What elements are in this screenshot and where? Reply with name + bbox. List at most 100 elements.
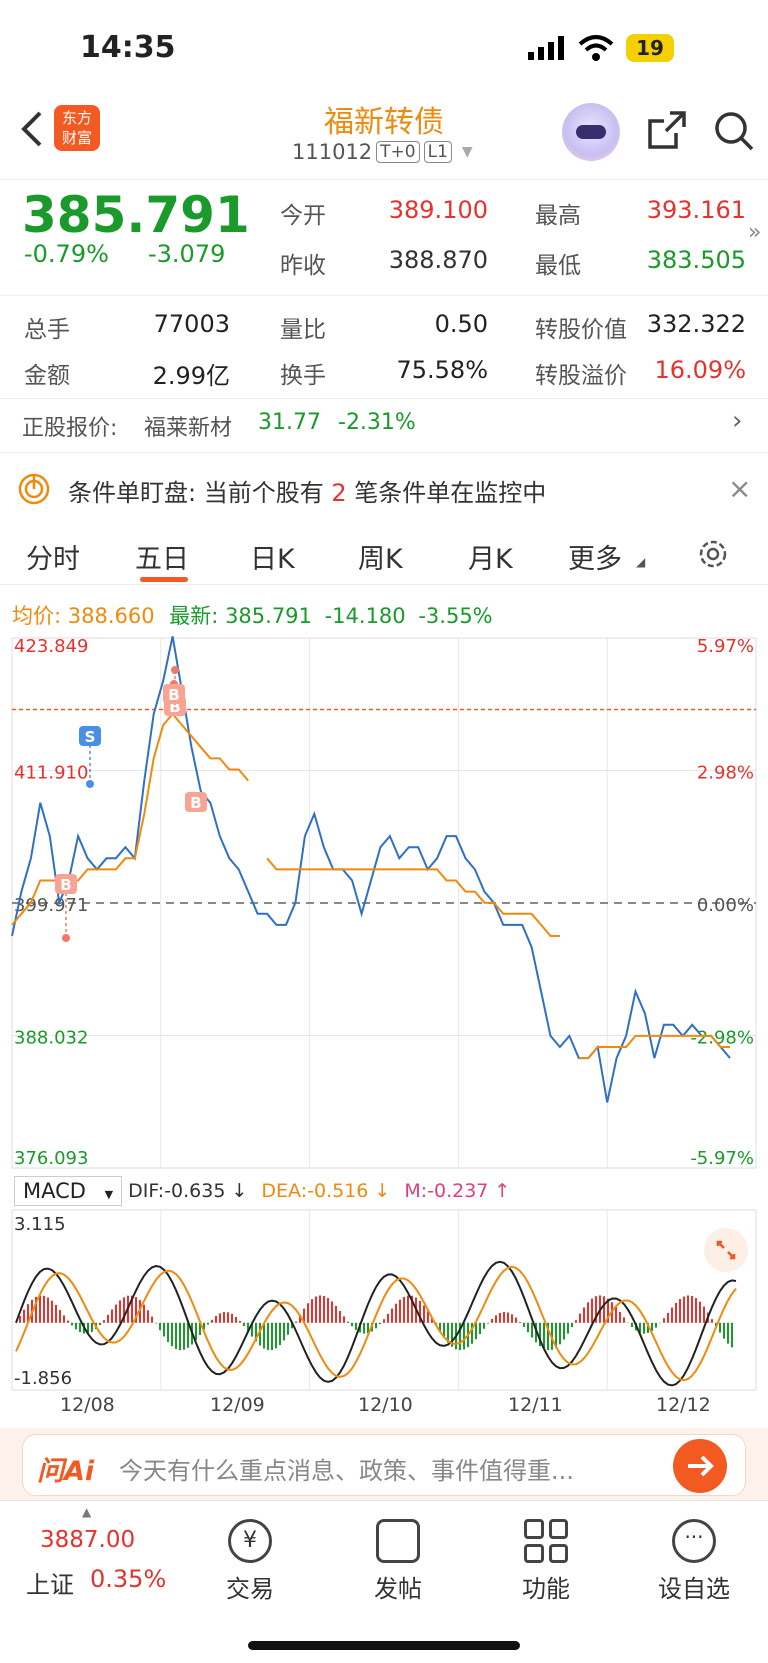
turnover-value: 75.58% [396, 356, 488, 384]
search-icon[interactable] [712, 109, 756, 153]
marker-dot [86, 780, 94, 788]
turnover-label: 换手 [280, 363, 326, 389]
quote-panel: 385.791 -0.79% -3.079 今开 389.100 最高 393.… [0, 182, 768, 292]
y-tick-left: 399.971 [14, 895, 88, 916]
share-icon[interactable] [646, 109, 688, 151]
caret-up-icon: ▲ [82, 1505, 92, 1519]
arrow-right-icon[interactable] [673, 1439, 727, 1493]
signal-icon [528, 36, 568, 60]
back-icon[interactable] [18, 109, 48, 149]
macd-tick-top: 3.115 [14, 1214, 66, 1235]
prev-close-label: 昨收 [280, 253, 326, 279]
y-tick-left: 388.032 [14, 1028, 88, 1049]
nav-post[interactable]: 发帖 [348, 1519, 448, 1604]
dea-line [15, 1265, 737, 1382]
volume-ratio-label: 量比 [280, 317, 326, 343]
ai-input[interactable]: 今天有什么重点消息、政策、事件值得重... [119, 1457, 574, 1485]
underlying-row[interactable]: 正股报价: 福莱新材 31.77 -2.31% › [0, 398, 768, 448]
close-icon[interactable]: × [728, 472, 752, 505]
volume-value: 77003 [153, 310, 230, 338]
edit-icon [376, 1519, 420, 1563]
latest-chg: -14.180 [324, 604, 406, 628]
x-label: 12/09 [210, 1394, 265, 1416]
code-row[interactable]: 111012 T+0 L1 ▼ [292, 140, 473, 164]
tab-five-day[interactable]: 五日 [135, 544, 189, 575]
tab-monthly-k[interactable]: 月K [468, 544, 513, 575]
condition-banner[interactable]: 条件单盯盘: 当前个股有 2 笔条件单在监控中 × [0, 454, 768, 524]
marker-label: B [169, 698, 180, 716]
avg-price-line [11, 712, 730, 1060]
latest-value: 385.791 [225, 604, 312, 628]
open-value: 389.100 [388, 196, 488, 224]
marker-badge [185, 792, 207, 812]
logo-text-2: 财富 [61, 129, 92, 147]
page-title: 福新转债 [324, 105, 444, 140]
dif-line [15, 1260, 737, 1387]
grid-icon [524, 1519, 568, 1563]
nav-watchlist-label: 设自选 [658, 1575, 730, 1603]
marker-label: S [85, 728, 96, 746]
status-time: 14:35 [80, 30, 176, 65]
high-label: 最高 [535, 203, 581, 229]
macd-dea: DEA:-0.516 ↓ [261, 1180, 391, 1202]
chevron-down-icon: ▼ [104, 1188, 114, 1201]
underlying-label: 正股报价: [22, 416, 118, 441]
ai-brand: 问Ai [37, 1456, 95, 1487]
status-bar: 14:35 19 [0, 0, 768, 100]
macd-frame [11, 1209, 757, 1391]
battery-icon: 19 [626, 34, 674, 62]
x-axis-labels: 12/08 12/09 12/10 12/11 12/12 [0, 1394, 768, 1424]
index-ticker[interactable]: ▲ 3887.00 上证 0.35% [20, 1505, 166, 1605]
macd-tick-bottom: -1.856 [14, 1368, 72, 1389]
tab-daily-k[interactable]: 日K [250, 544, 295, 575]
expand-right-icon[interactable]: » [748, 220, 762, 245]
macd-m: M:-0.237 ↑ [404, 1180, 511, 1202]
nav-function-label: 功能 [522, 1575, 570, 1603]
underlying-pct: -2.31% [338, 410, 416, 435]
marker-dot [171, 666, 179, 674]
premium-label: 转股溢价 [535, 363, 627, 389]
header: 东方 财富 福新转债 111012 T+0 L1 ▼ [0, 95, 768, 180]
tab-intraday[interactable]: 分时 [26, 544, 80, 575]
expand-icon[interactable] [704, 1228, 748, 1272]
divider [0, 452, 768, 453]
target-icon [18, 473, 50, 505]
nav-trade[interactable]: ¥ 交易 [200, 1519, 300, 1604]
volume-label: 总手 [24, 317, 70, 343]
ai-bar[interactable]: 问Ai 今天有什么重点消息、政策、事件值得重... [0, 1428, 768, 1500]
high-value: 393.161 [646, 196, 746, 224]
underlying-name: 福莱新材 [144, 416, 233, 441]
home-indicator [248, 1641, 520, 1650]
nav-function[interactable]: 功能 [496, 1519, 596, 1604]
avg-label: 均价: [12, 604, 62, 628]
premium-value: 16.09% [654, 356, 746, 384]
price-pct: -0.79% [24, 240, 109, 268]
x-label: 12/08 [60, 1394, 115, 1416]
conversion-value: 332.322 [646, 310, 746, 338]
chevron-down-icon: ▼ [461, 144, 473, 160]
nav-trade-label: 交易 [226, 1575, 274, 1603]
index-name: 上证 [26, 1571, 74, 1599]
robot-avatar-icon[interactable] [562, 103, 620, 161]
current-price: 385.791 [22, 186, 250, 244]
x-label: 12/10 [358, 1394, 413, 1416]
active-tab-underline [140, 577, 188, 582]
condition-text1: 当前个股有 [203, 479, 324, 507]
marker-label: B [168, 686, 179, 704]
marker-badge [79, 726, 101, 746]
macd-select[interactable]: MACD ▼ [14, 1176, 123, 1206]
tab-weekly-k[interactable]: 周K [358, 544, 403, 575]
macd-label: MACD [23, 1179, 86, 1203]
chart-tabs: 分时 五日 日K 周K 月K 更多 ◢ [0, 525, 768, 585]
macd-chart[interactable]: 3.115 -1.856 [0, 1208, 768, 1392]
conversion-value-label: 转股价值 [535, 317, 627, 343]
price-line [11, 636, 731, 1103]
marker-label: B [60, 876, 71, 894]
app-logo: 东方 财富 [54, 105, 100, 151]
condition-text2: 笔条件单在监控中 [354, 479, 547, 507]
tab-more[interactable]: 更多 [568, 544, 622, 575]
marker-badge [55, 874, 77, 894]
nav-watchlist[interactable]: ··· 设自选 [644, 1519, 744, 1604]
gear-icon[interactable] [696, 537, 730, 571]
price-chart[interactable]: 423.849 411.910 399.971 388.032 376.093 5.97%… [0, 634, 768, 1174]
